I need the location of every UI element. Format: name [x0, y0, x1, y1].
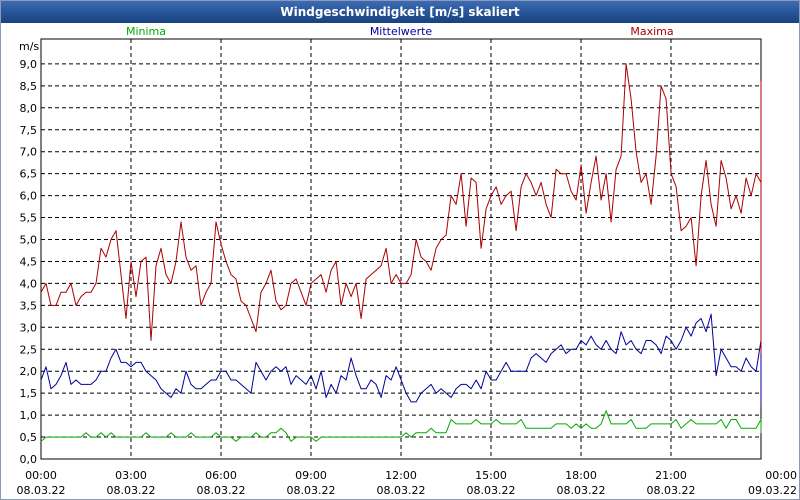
series-line-mittelwerte [40, 313, 762, 407]
x-tick-time: 09:00 [295, 469, 327, 482]
y-tick-label: 4,0 [20, 277, 38, 290]
y-tick-label: 8,5 [20, 80, 38, 93]
y-tick-label: 1,0 [20, 409, 38, 422]
x-tick-date: 09.03.22 [748, 484, 797, 497]
legend: Minima Mittelwerte Maxima [126, 25, 674, 38]
y-tick-label: 7,0 [20, 146, 38, 159]
y-tick-label: 7,5 [20, 124, 38, 137]
y-tick-label: 2,0 [20, 365, 38, 378]
x-tick-time: 21:00 [655, 469, 687, 482]
y-tick-label: 4,5 [20, 255, 38, 268]
y-tick-label: 6,5 [20, 168, 38, 181]
x-tick-date: 08.03.22 [287, 484, 336, 497]
x-tick-time: 18:00 [565, 469, 597, 482]
y-axis-ticks: 0,0 0,5 1,0 1,5 2,0 2,5 3,0 3,5 4,0 4,5 5,0 5,5 6,0 6… [20, 58, 38, 466]
y-tick-label: 5,0 [20, 234, 38, 247]
series-line-maxima [40, 63, 762, 355]
x-tick-time: 15:00 [475, 469, 507, 482]
x-tick-time: 06:00 [205, 469, 237, 482]
x-tick-date: 08.03.22 [107, 484, 156, 497]
y-tick-label: 1,5 [20, 387, 38, 400]
series-line-minima [40, 410, 762, 442]
x-tick-time: 03:00 [115, 469, 147, 482]
x-tick-date: 08.03.22 [557, 484, 606, 497]
series-lines [40, 63, 762, 442]
chart-title: Windgeschwindigkeit [m/s] skaliert [1, 1, 799, 23]
x-tick-date: 08.03.22 [467, 484, 516, 497]
y-tick-label: 8,0 [20, 102, 38, 115]
y-tick-label: 6,0 [20, 190, 38, 203]
x-tick-time: 12:00 [385, 469, 417, 482]
legend-item-maxima: Maxima [630, 25, 673, 38]
y-tick-label: 2,5 [20, 343, 38, 356]
y-tick-label: 3,0 [20, 321, 38, 334]
y-tick-label: 0,0 [20, 453, 38, 466]
y-tick-label: 9,0 [20, 58, 38, 71]
y-unit-label: m/s [19, 40, 39, 53]
y-tick-label: 3,5 [20, 299, 38, 312]
legend-item-mittelwerte: Mittelwerte [370, 25, 433, 38]
legend-item-minima: Minima [126, 25, 166, 38]
y-tick-label: 5,5 [20, 212, 38, 225]
x-tick-date: 08.03.22 [377, 484, 426, 497]
x-tick-time: 00:00 [25, 469, 57, 482]
x-tick-date: 08.03.22 [197, 484, 246, 497]
x-axis-ticks: 00:00 08.03.22 03:00 08.03.22 06:00 08.03.22 0… [17, 469, 797, 497]
y-tick-label: 0,5 [20, 431, 38, 444]
x-tick-date: 08.03.22 [647, 484, 696, 497]
x-tick-time: 00:00 [765, 469, 797, 482]
x-tick-date: 08.03.22 [17, 484, 66, 497]
